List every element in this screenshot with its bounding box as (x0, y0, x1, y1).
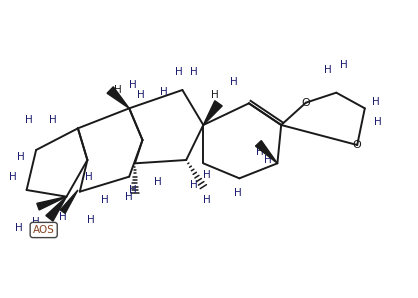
Text: H: H (125, 192, 133, 202)
Polygon shape (107, 87, 129, 108)
Text: H: H (154, 177, 162, 187)
Text: H: H (211, 90, 219, 100)
Text: H: H (85, 172, 93, 182)
Text: H: H (17, 152, 25, 162)
Text: H: H (137, 90, 145, 100)
Polygon shape (46, 197, 66, 221)
Text: H: H (324, 65, 331, 75)
Text: H: H (203, 195, 211, 205)
Text: H: H (190, 67, 198, 77)
Text: H: H (87, 215, 95, 225)
Text: H: H (114, 85, 122, 95)
Text: H: H (129, 80, 137, 90)
Text: H: H (32, 217, 40, 227)
Polygon shape (255, 141, 278, 163)
Text: H: H (374, 117, 382, 127)
Text: H: H (234, 188, 241, 198)
Text: H: H (176, 67, 183, 77)
Text: H: H (129, 185, 137, 195)
Text: O: O (301, 98, 310, 108)
Text: H: H (59, 212, 66, 222)
Text: H: H (372, 97, 380, 107)
Text: H: H (230, 77, 237, 87)
Text: H: H (15, 223, 23, 233)
Text: H: H (49, 115, 57, 125)
Text: H: H (25, 115, 32, 125)
Polygon shape (37, 197, 66, 210)
Text: O: O (353, 140, 362, 150)
Text: H: H (101, 195, 108, 205)
Text: H: H (160, 87, 167, 97)
Polygon shape (203, 101, 222, 125)
Text: AOS: AOS (33, 225, 55, 235)
Text: H: H (190, 180, 198, 190)
Polygon shape (60, 190, 78, 213)
Text: H: H (264, 155, 272, 165)
Text: H: H (256, 147, 264, 157)
Text: H: H (203, 170, 211, 180)
Text: H: H (340, 60, 348, 70)
Text: H: H (10, 172, 17, 182)
